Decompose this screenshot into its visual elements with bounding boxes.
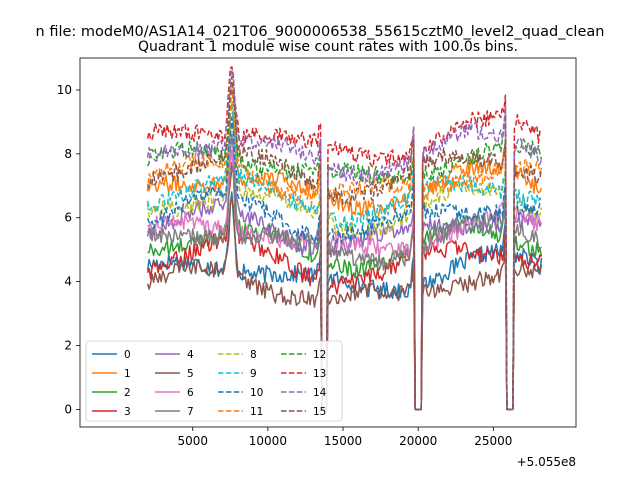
legend-label-11: 11 <box>250 406 263 418</box>
legend-frame <box>85 340 343 422</box>
legend-label-5: 5 <box>187 368 194 380</box>
legend-label-6: 6 <box>187 387 194 399</box>
series-line-1 <box>146 115 543 411</box>
y-tick-label: 8 <box>64 147 72 161</box>
legend-label-13: 13 <box>313 368 326 380</box>
x-tick-label: 5000 <box>177 434 208 448</box>
series-line-11 <box>146 85 543 411</box>
y-tick-label: 6 <box>64 211 72 225</box>
series-line-15 <box>146 76 543 411</box>
series-line-5 <box>146 196 543 411</box>
legend-label-15: 15 <box>313 406 326 418</box>
plot-frame <box>79 57 577 428</box>
x-tick-label: 20000 <box>399 434 437 448</box>
series-layer <box>146 66 543 411</box>
legend-label-1: 1 <box>124 368 131 380</box>
legend-label-10: 10 <box>250 387 263 399</box>
series-line-10 <box>146 117 542 411</box>
y-tick-label: 10 <box>57 83 72 97</box>
series-line-14 <box>146 69 543 411</box>
series-line-12 <box>146 87 543 411</box>
series-line-8 <box>146 123 543 411</box>
x-tick-label: 15000 <box>324 434 362 448</box>
y-tick-label: 4 <box>64 275 72 289</box>
x-tick-label: 10000 <box>249 434 287 448</box>
series-line-4 <box>146 133 543 411</box>
legend-label-0: 0 <box>124 349 131 361</box>
series-line-3 <box>146 167 542 411</box>
legend-label-2: 2 <box>124 387 131 399</box>
series-line-13 <box>146 66 542 411</box>
legend-label-12: 12 <box>313 349 326 361</box>
series-line-7 <box>147 165 542 411</box>
legend-label-14: 14 <box>313 387 327 399</box>
legend-label-9: 9 <box>250 368 257 380</box>
x-offset-label: +5.055e8 <box>517 455 576 469</box>
legend-label-4: 4 <box>187 349 194 361</box>
y-tick-label: 0 <box>64 402 72 416</box>
legend-label-3: 3 <box>124 406 131 418</box>
suptitle: n file: modeM0/AS1A14_021T06_9000006538_… <box>36 24 605 40</box>
legend-label-8: 8 <box>250 349 257 361</box>
y-tick-label: 2 <box>64 339 72 353</box>
series-line-6 <box>147 149 543 411</box>
chart-title: Quadrant 1 module wise count rates with … <box>138 39 518 55</box>
x-tick-label: 25000 <box>474 434 512 448</box>
legend-label-7: 7 <box>187 406 194 418</box>
series-line-9 <box>146 102 543 411</box>
